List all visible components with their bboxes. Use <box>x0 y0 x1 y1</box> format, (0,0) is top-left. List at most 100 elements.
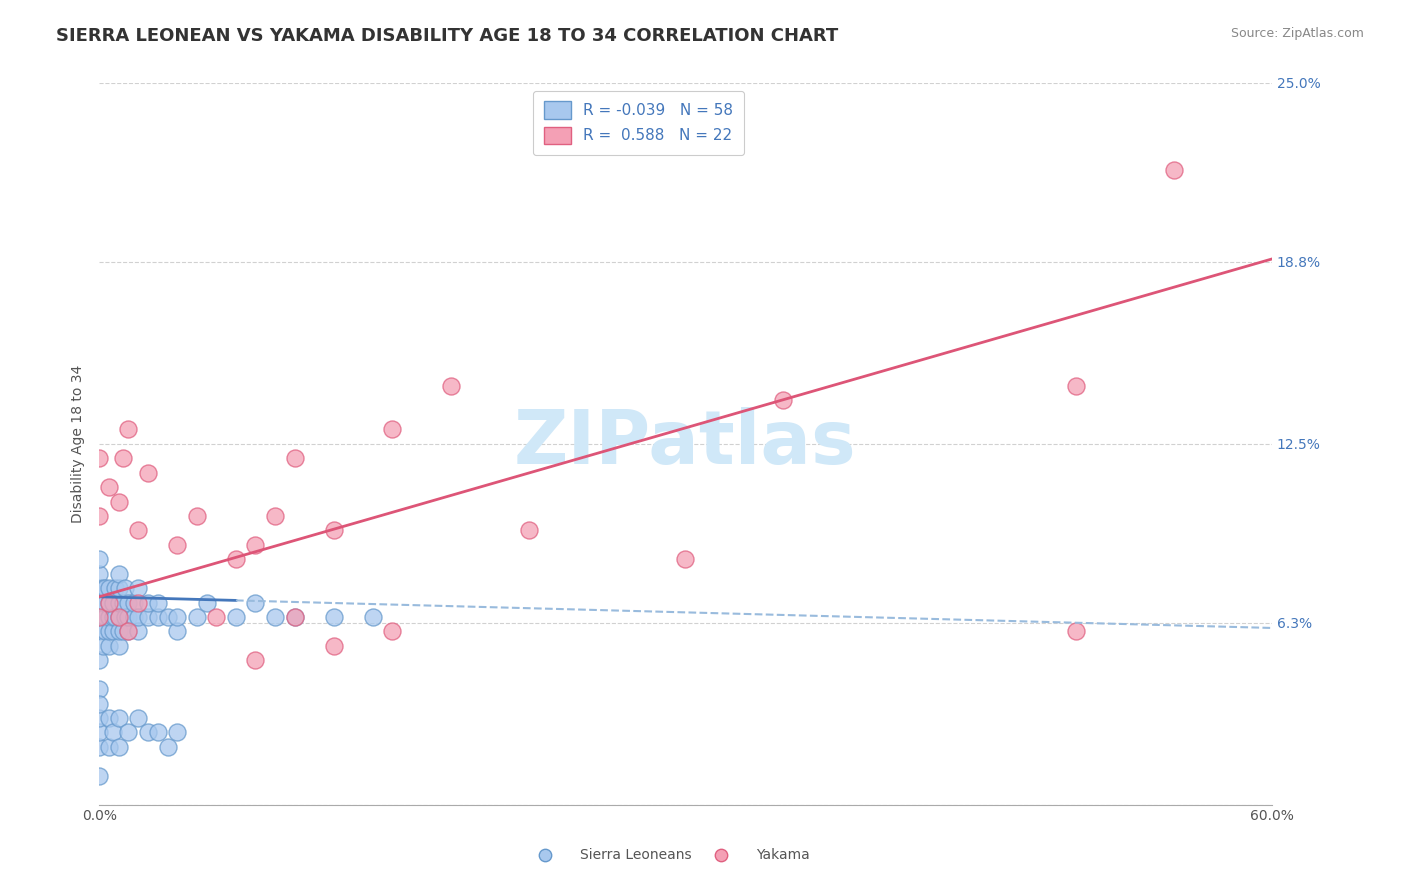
Point <box>117 624 139 639</box>
Point <box>284 451 307 466</box>
Point <box>101 610 124 624</box>
Point <box>89 610 111 624</box>
Point <box>89 711 111 725</box>
Point <box>322 610 344 624</box>
Point <box>107 610 129 624</box>
Point <box>97 624 120 639</box>
Point <box>146 596 169 610</box>
Point <box>97 739 120 754</box>
Point <box>127 596 149 610</box>
Legend: R = -0.039   N = 58, R =  0.588   N = 22: R = -0.039 N = 58, R = 0.588 N = 22 <box>533 91 744 155</box>
Point <box>101 596 124 610</box>
Point <box>117 422 139 436</box>
Point <box>225 610 247 624</box>
Point <box>107 596 129 610</box>
Point <box>136 725 159 739</box>
Text: ZIPatlas: ZIPatlas <box>515 408 856 480</box>
Point <box>97 596 120 610</box>
Point <box>107 624 129 639</box>
Point <box>89 682 111 697</box>
Point <box>104 581 127 595</box>
Text: Sierra Leoneans: Sierra Leoneans <box>579 848 692 863</box>
Point <box>136 596 159 610</box>
Point <box>97 610 120 624</box>
Point <box>156 739 179 754</box>
Point <box>127 624 149 639</box>
Point <box>1064 624 1087 639</box>
Point <box>107 639 129 653</box>
Point <box>127 610 149 624</box>
Point <box>91 610 114 624</box>
Text: Yakama: Yakama <box>756 848 810 863</box>
Point <box>97 480 120 494</box>
Point <box>195 596 218 610</box>
Point <box>89 451 111 466</box>
Point <box>284 610 307 624</box>
Point <box>124 596 146 610</box>
Point <box>117 725 139 739</box>
Point <box>127 524 149 538</box>
Point <box>101 624 124 639</box>
Point <box>97 711 120 725</box>
Point <box>107 494 129 508</box>
Point <box>117 610 139 624</box>
Y-axis label: Disability Age 18 to 34: Disability Age 18 to 34 <box>72 365 86 523</box>
Point <box>107 566 129 581</box>
Point <box>146 725 169 739</box>
Point <box>124 610 146 624</box>
Point <box>117 596 139 610</box>
Point <box>772 393 794 408</box>
Point <box>114 610 136 624</box>
Point <box>205 610 228 624</box>
Point <box>89 581 111 595</box>
Text: SIERRA LEONEAN VS YAKAMA DISABILITY AGE 18 TO 34 CORRELATION CHART: SIERRA LEONEAN VS YAKAMA DISABILITY AGE … <box>56 27 838 45</box>
Point <box>440 379 463 393</box>
Point <box>361 610 384 624</box>
Point <box>322 639 344 653</box>
Point <box>127 711 149 725</box>
Point <box>107 711 129 725</box>
Point <box>97 581 120 595</box>
Point <box>111 596 134 610</box>
Point <box>94 581 117 595</box>
Text: Source: ZipAtlas.com: Source: ZipAtlas.com <box>1230 27 1364 40</box>
Point <box>166 538 188 552</box>
Point <box>517 524 540 538</box>
Point <box>94 596 117 610</box>
Point <box>146 610 169 624</box>
Point <box>166 624 188 639</box>
Point <box>89 566 111 581</box>
Point <box>264 508 287 523</box>
Point <box>186 610 208 624</box>
Point <box>156 610 179 624</box>
Point <box>322 524 344 538</box>
Point <box>673 552 696 566</box>
Point <box>97 596 120 610</box>
Point <box>101 725 124 739</box>
Point <box>89 508 111 523</box>
Point <box>111 624 134 639</box>
Point <box>89 610 111 624</box>
Point <box>245 596 267 610</box>
Point <box>89 769 111 783</box>
Point <box>91 639 114 653</box>
Point <box>381 422 404 436</box>
Point <box>166 725 188 739</box>
Point <box>107 610 129 624</box>
Point <box>89 596 111 610</box>
Point <box>186 508 208 523</box>
Point <box>89 653 111 667</box>
Point <box>1163 162 1185 177</box>
Point <box>107 581 129 595</box>
Point <box>284 610 307 624</box>
Point <box>104 610 127 624</box>
Point <box>127 581 149 595</box>
Point <box>114 581 136 595</box>
Point <box>111 451 134 466</box>
Point <box>245 653 267 667</box>
Point <box>89 552 111 566</box>
Point <box>117 624 139 639</box>
Point <box>89 739 111 754</box>
Point <box>136 610 159 624</box>
Point <box>136 466 159 480</box>
